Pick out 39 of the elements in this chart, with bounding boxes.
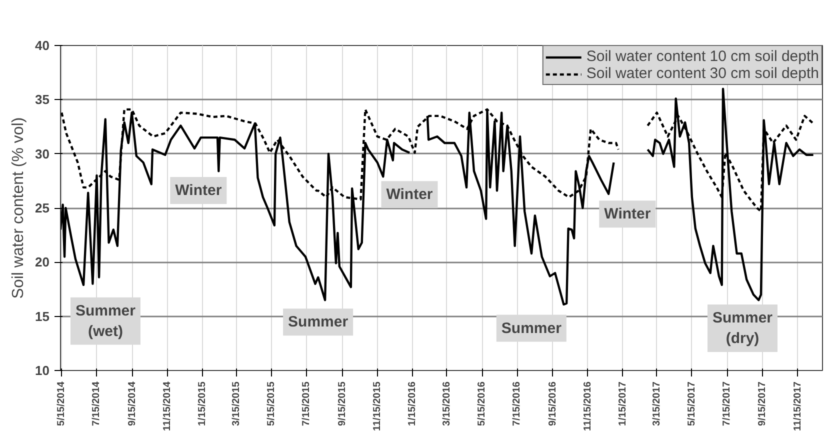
x-tick-label: 3/15/2015	[230, 381, 242, 426]
x-tick-label: 3/15/2017	[651, 381, 662, 426]
x-tick-label: 11/15/2015	[372, 381, 383, 431]
x-tick-label: 3/15/2016	[441, 381, 452, 426]
x-tick-label: 7/15/2017	[722, 381, 733, 426]
x-tick-label: 1/15/2015	[197, 381, 208, 426]
annotation: Summer (wet)	[75, 302, 136, 340]
x-tick-label: 11/15/2017	[792, 381, 804, 431]
y-tick-label: 40	[35, 38, 50, 53]
y-tick-label: 30	[35, 146, 50, 162]
annotation: Summer (dry)	[712, 310, 773, 347]
x-tick-label: 7/15/2016	[512, 381, 523, 426]
x-tick-label: 1/15/2016	[406, 381, 418, 426]
y-tick-label: 15	[35, 308, 50, 324]
x-tick-label: 5/15/2016	[476, 381, 488, 426]
y-axis-title: Soil water content (% vol)	[10, 117, 28, 299]
x-tick-label: 1/15/2017	[617, 381, 628, 426]
x-tick-label: 5/15/2014	[56, 381, 68, 426]
x-tick-label: 7/15/2015	[301, 381, 312, 426]
annotation: Winter	[386, 186, 433, 204]
y-tick-label: 35	[35, 92, 50, 108]
x-tick-label: 7/15/2014	[91, 381, 102, 426]
annotation: Winter	[604, 206, 651, 223]
x-tick-label: 9/15/2017	[757, 381, 768, 426]
annotation: Winter	[175, 182, 222, 199]
annotation: Summer	[501, 320, 562, 337]
x-tick-label: 9/15/2015	[336, 381, 348, 426]
y-tick-label: 10	[35, 363, 50, 378]
x-tick-label: 5/15/2015	[266, 381, 278, 426]
x-tick-label: 11/15/2016	[582, 381, 594, 431]
x-tick-label: 11/15/2014	[162, 381, 173, 431]
x-tick-label: 9/15/2014	[126, 381, 138, 426]
x-tick-label: 9/15/2016	[547, 381, 558, 426]
annotation: Summer	[288, 314, 348, 331]
x-tick-label: 5/15/2017	[686, 381, 698, 426]
y-tick-label: 20	[35, 254, 50, 270]
legend-label: Soil water content 30 cm soil depth	[586, 65, 819, 82]
legend-label: Soil water content 10 cm soil depth	[586, 48, 819, 65]
y-tick-label: 25	[35, 200, 50, 216]
